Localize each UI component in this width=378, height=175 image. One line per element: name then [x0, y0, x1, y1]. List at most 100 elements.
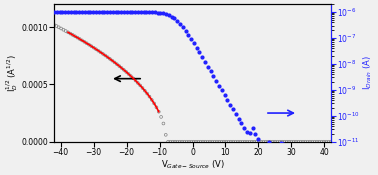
Point [119, 66, 125, 69]
Point [322, 148, 328, 151]
Point [218, 140, 225, 143]
Point [169, 15, 175, 18]
Point [222, 94, 228, 96]
Point [73, 10, 79, 13]
Point [130, 77, 136, 80]
Point [166, 14, 172, 17]
Point [63, 30, 69, 32]
Point [72, 35, 78, 38]
Point [160, 12, 166, 15]
Point [87, 10, 93, 13]
Point [53, 25, 59, 27]
Point [265, 140, 271, 143]
Point [152, 11, 158, 14]
Point [153, 106, 160, 109]
Point [104, 10, 110, 13]
Point [112, 61, 118, 64]
Point [137, 84, 143, 87]
Point [77, 38, 83, 40]
Point [279, 140, 285, 143]
Point [293, 140, 299, 143]
Point [141, 11, 147, 13]
Point [184, 140, 190, 143]
Point [65, 10, 71, 13]
Point [58, 27, 64, 30]
Point [157, 12, 163, 14]
Point [167, 140, 174, 143]
Point [297, 140, 304, 143]
Point [191, 42, 197, 45]
Point [223, 140, 229, 143]
Point [124, 10, 130, 13]
Point [171, 17, 177, 20]
Point [149, 99, 155, 101]
Point [146, 11, 152, 14]
Point [263, 140, 269, 143]
Point [127, 10, 133, 13]
Point [244, 140, 250, 143]
Point [101, 10, 107, 13]
Point [228, 140, 234, 143]
Point [114, 63, 120, 66]
Point [109, 59, 115, 62]
Point [300, 148, 306, 151]
Point [226, 140, 232, 143]
Point [57, 10, 63, 13]
Point [230, 108, 236, 111]
Point [156, 110, 162, 113]
Point [79, 39, 85, 42]
Point [191, 140, 197, 143]
Point [70, 34, 76, 36]
Point [253, 132, 259, 135]
Point [91, 46, 97, 49]
Point [288, 140, 294, 143]
Point [107, 58, 113, 60]
Point [139, 87, 146, 89]
Point [51, 10, 57, 13]
Point [297, 148, 303, 151]
Point [275, 148, 281, 151]
Point [54, 10, 60, 13]
Point [240, 140, 246, 143]
Point [183, 29, 189, 32]
Point [227, 103, 233, 106]
Point [88, 45, 94, 48]
Point [59, 10, 65, 13]
Point [186, 140, 192, 143]
Point [199, 56, 205, 58]
Point [232, 140, 239, 143]
Point [110, 10, 116, 13]
Point [177, 22, 183, 25]
Point [179, 140, 185, 143]
Point [105, 56, 111, 59]
Point [155, 11, 161, 14]
Point [302, 140, 308, 143]
Point [121, 10, 127, 13]
Point [93, 48, 99, 51]
Point [99, 10, 105, 13]
Point [212, 140, 218, 143]
Point [160, 122, 166, 125]
Point [272, 144, 278, 147]
Point [123, 71, 129, 73]
Point [263, 148, 270, 151]
Point [277, 140, 283, 143]
Point [219, 89, 225, 92]
Point [116, 65, 122, 67]
X-axis label: V$_{Gate-Source}$ (V): V$_{Gate-Source}$ (V) [161, 158, 225, 171]
Point [204, 140, 211, 143]
Point [51, 23, 57, 26]
Point [172, 140, 178, 143]
Point [305, 140, 311, 143]
Point [188, 37, 194, 40]
Point [200, 140, 206, 143]
Point [100, 52, 106, 55]
Point [193, 140, 199, 143]
Point [129, 11, 135, 13]
Point [319, 148, 325, 151]
Point [79, 10, 85, 13]
Point [303, 148, 309, 151]
Point [68, 10, 74, 13]
Y-axis label: I$_D^{1/2}$ (A$^{1/2}$): I$_D^{1/2}$ (A$^{1/2}$) [4, 54, 20, 92]
Point [128, 75, 134, 78]
